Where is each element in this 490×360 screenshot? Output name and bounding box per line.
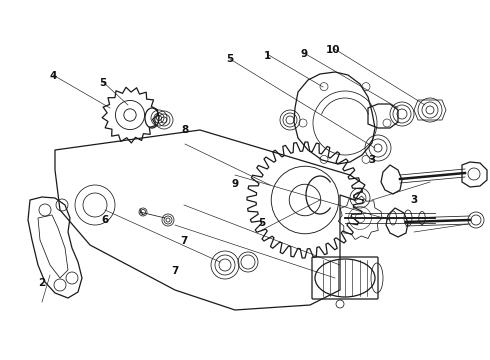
Text: 6: 6: [102, 215, 109, 225]
Text: 5: 5: [259, 218, 266, 228]
Text: 1: 1: [264, 51, 270, 61]
Text: 5: 5: [99, 78, 106, 88]
Text: 7: 7: [172, 266, 179, 276]
Text: 7: 7: [180, 236, 188, 246]
Text: 9: 9: [232, 179, 239, 189]
Text: 2: 2: [38, 278, 45, 288]
Text: 9: 9: [300, 49, 307, 59]
Text: 8: 8: [182, 125, 189, 135]
Text: 4: 4: [49, 71, 57, 81]
Text: 5: 5: [227, 54, 234, 64]
Text: 3: 3: [369, 155, 376, 165]
Text: 10: 10: [326, 45, 341, 55]
Text: 3: 3: [411, 195, 417, 205]
